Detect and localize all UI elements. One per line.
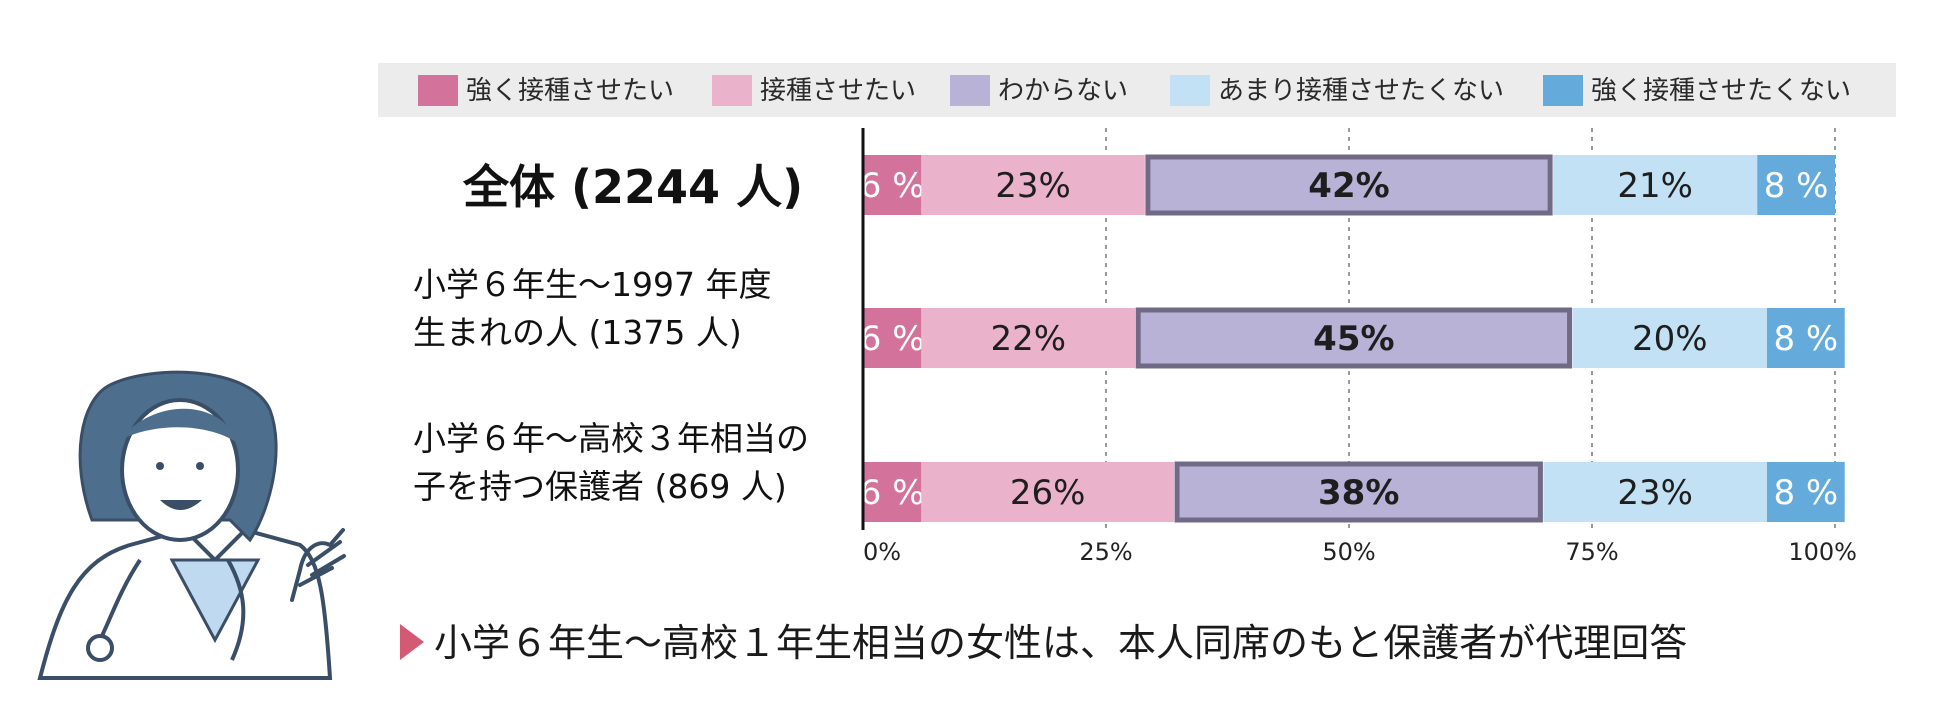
- triangle-marker-icon: [400, 624, 424, 660]
- footnote: 小学６年生～高校１年生相当の女性は、本人同席のもと保護者が代理回答: [400, 612, 1687, 667]
- bar-segment: [921, 462, 1175, 522]
- legend-label: わからない: [998, 76, 1128, 106]
- data-label: 23%: [995, 166, 1071, 206]
- bars: 6 % 23% 42% 21% 8 % 6 % 22% 45% 20% 8 % 6 % 26% 38% 2…: [860, 128, 1845, 530]
- data-label: 6 %: [860, 319, 925, 359]
- bar-segment: [863, 155, 922, 215]
- legend-swatch: [418, 75, 458, 106]
- data-label: 38%: [1318, 473, 1399, 513]
- stethoscope-tube: [226, 559, 246, 661]
- footnote-text: 小学６年生～高校１年生相当の女性は、本人同席のもと保護者が代理回答: [434, 621, 1688, 665]
- data-label: 8 %: [1773, 473, 1838, 513]
- bar-segment: [1757, 155, 1835, 215]
- category-label: 生まれの人 (1375 人): [413, 313, 742, 352]
- category-label: 小学６年生～1997 年度: [413, 265, 771, 304]
- bar-segment: [921, 308, 1136, 368]
- tick-label: 100%: [1788, 538, 1857, 566]
- data-label: 6 %: [860, 473, 925, 513]
- legend: 強く接種させたい 接種させたい わからない あまり接種させたくない 強く接種させたくない: [378, 63, 1896, 117]
- data-label: 8 %: [1773, 319, 1838, 359]
- smile-shape: [160, 500, 202, 510]
- category-label: 全体 (2244 人): [462, 160, 803, 214]
- bar-segment: [1145, 154, 1553, 216]
- data-label: 42%: [1308, 166, 1389, 206]
- bar-segment: [1553, 155, 1758, 215]
- category-label: 子を持つ保護者 (869 人): [413, 467, 787, 506]
- bar-segment: [863, 462, 922, 522]
- tick-label: 50%: [1322, 538, 1375, 566]
- bar-segment: [1543, 462, 1767, 522]
- data-label: 20%: [1632, 319, 1708, 359]
- bar-segment: [1572, 308, 1767, 368]
- legend-label: 強く接種させたい: [466, 76, 674, 106]
- data-label: 8 %: [1764, 166, 1829, 206]
- data-label: 45%: [1313, 319, 1394, 359]
- eye-icon: [156, 462, 164, 470]
- face-shape: [120, 398, 240, 542]
- bar-segment: [1766, 308, 1845, 368]
- legend-label: 接種させたい: [760, 76, 916, 106]
- doctor-waving-icon: [37, 370, 346, 680]
- bar-segment: [1174, 461, 1543, 523]
- legend-swatch: [950, 75, 990, 106]
- tick-label: 0%: [863, 538, 901, 566]
- category-label: 小学６年～高校３年相当の: [413, 419, 809, 458]
- coat-shape: [37, 527, 333, 680]
- bar-segment: [1766, 462, 1845, 522]
- legend-swatch: [712, 75, 752, 106]
- bar-segment: [1135, 307, 1573, 369]
- legend-label: 強く接種させたくない: [1591, 76, 1851, 106]
- eye-icon: [196, 462, 204, 470]
- bangs-shape: [120, 408, 240, 445]
- x-axis-ticks: 0% 25% 50% 75% 100%: [863, 538, 1857, 566]
- bar-segment: [921, 155, 1145, 215]
- data-label: 26%: [1010, 473, 1086, 513]
- legend-swatch: [1170, 75, 1210, 106]
- stethoscope-tube: [98, 558, 142, 641]
- tick-label: 75%: [1565, 538, 1618, 566]
- tick-label: 25%: [1079, 538, 1132, 566]
- legend-label: あまり接種させたくない: [1218, 76, 1504, 106]
- data-label: 23%: [1617, 473, 1693, 513]
- bar-segment: [863, 308, 922, 368]
- legend-swatch: [1543, 75, 1583, 106]
- data-label: 21%: [1617, 166, 1693, 206]
- waving-hand-icon: [290, 528, 346, 602]
- data-label: 22%: [990, 319, 1066, 359]
- data-label: 6 %: [860, 166, 925, 206]
- legend-background: [378, 63, 1896, 117]
- stethoscope-icon: [86, 634, 114, 662]
